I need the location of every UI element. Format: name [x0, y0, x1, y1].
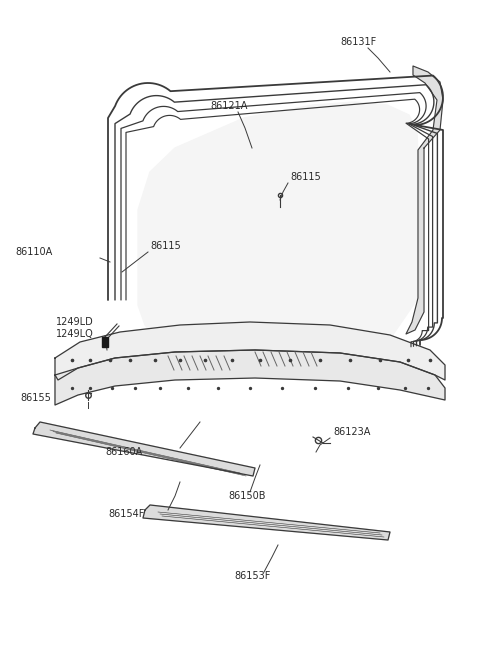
Text: 86123A: 86123A: [333, 427, 371, 437]
Text: 86153F: 86153F: [234, 571, 270, 581]
Text: 86115: 86115: [150, 241, 181, 251]
Polygon shape: [138, 102, 418, 360]
Text: 86121A: 86121A: [210, 101, 247, 111]
Text: 86110A: 86110A: [15, 247, 52, 257]
Polygon shape: [406, 66, 443, 334]
Text: 86155: 86155: [20, 393, 51, 403]
Text: 86154F: 86154F: [108, 509, 144, 519]
Text: 86115: 86115: [290, 172, 321, 182]
Polygon shape: [143, 505, 390, 540]
Text: 86150B: 86150B: [228, 491, 265, 501]
Text: 86131F: 86131F: [340, 37, 376, 47]
Text: 86160A: 86160A: [105, 447, 142, 457]
Text: 1249LD: 1249LD: [56, 317, 94, 327]
Bar: [102, 337, 108, 347]
Polygon shape: [55, 350, 445, 405]
Polygon shape: [55, 322, 445, 380]
Text: 1249LQ: 1249LQ: [56, 329, 94, 339]
Polygon shape: [33, 422, 255, 476]
